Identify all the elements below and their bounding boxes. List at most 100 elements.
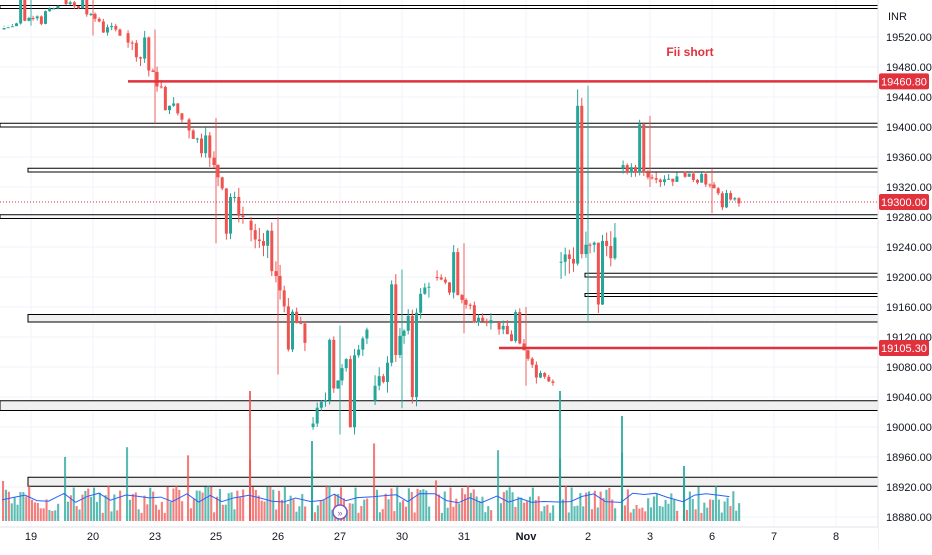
volume-bar — [230, 492, 233, 521]
candle-body — [27, 18, 31, 21]
volume-bar — [570, 487, 573, 521]
volume-bar — [134, 492, 137, 521]
volume-bar — [652, 496, 655, 521]
volume-bar — [313, 512, 316, 521]
volume-bar — [384, 493, 387, 521]
volume-bar — [331, 509, 334, 521]
candle-body — [596, 242, 600, 305]
volume-bar — [425, 490, 428, 521]
price-tag-label: 19105.30 — [881, 343, 927, 355]
candle-body — [386, 362, 389, 382]
candle-body — [155, 71, 159, 87]
candle-body — [373, 385, 377, 401]
candle-body — [286, 306, 290, 350]
volume-bar — [163, 512, 166, 521]
candle-body — [539, 373, 542, 378]
x-tick-label: 7 — [771, 531, 777, 543]
candle-body — [609, 246, 613, 259]
candle-body — [216, 164, 220, 178]
x-tick-label: 2 — [585, 531, 591, 543]
candle-body — [526, 350, 530, 359]
y-tick-label: 19280.00 — [886, 212, 932, 224]
volume-bar — [452, 506, 455, 521]
volume-bar — [272, 489, 275, 521]
volume-bar — [723, 501, 726, 521]
candle-body — [278, 276, 282, 291]
candle-body — [477, 317, 480, 323]
volume-bar — [16, 504, 19, 521]
volume-bar — [714, 485, 717, 521]
volume-bar — [166, 486, 169, 521]
x-tick-label: 8 — [833, 531, 839, 543]
support-resistance-zone — [584, 272, 879, 278]
volume-bar — [45, 499, 48, 521]
candle-body — [737, 198, 741, 204]
volume-bar — [137, 509, 140, 521]
candle-body — [200, 138, 203, 154]
candle-body — [303, 323, 307, 343]
candle-body — [601, 240, 604, 305]
volume-bar — [404, 506, 407, 521]
y-tick-label: 18920.00 — [886, 482, 932, 494]
candle-body — [456, 252, 460, 296]
volume-bar — [703, 502, 706, 521]
candle-body — [551, 381, 555, 383]
volume-bar — [266, 486, 269, 521]
candle-body — [274, 271, 278, 277]
volume-bar — [213, 512, 216, 521]
volume-bar — [128, 499, 131, 521]
volume-bar — [706, 507, 709, 521]
candle-body — [163, 86, 167, 111]
candle-body — [514, 312, 518, 341]
candle-body — [187, 119, 191, 131]
volume-bar — [611, 499, 614, 521]
volume-bar — [455, 498, 458, 521]
candle-body — [588, 244, 592, 246]
candle-body — [567, 254, 571, 259]
candle-body — [497, 322, 501, 330]
candle-body — [324, 400, 327, 402]
volume-bar — [407, 488, 410, 521]
candle-body — [563, 254, 567, 262]
volume-bar — [670, 493, 673, 521]
volume-bar — [605, 489, 608, 521]
candle-body — [52, 8, 56, 10]
volume-bar — [201, 492, 204, 521]
volume-bar — [499, 503, 502, 521]
candle-body — [415, 312, 418, 398]
volume-moving-average — [1, 492, 730, 504]
currency-label: INR — [888, 11, 907, 23]
label-layer: Fii short — [666, 45, 713, 59]
candle-body — [712, 184, 716, 189]
x-tick-label: 19 — [25, 531, 37, 543]
volume-bar — [263, 501, 266, 521]
candle-body — [208, 135, 212, 158]
volume-bar — [635, 505, 638, 521]
candle-body — [357, 349, 361, 356]
volume-bar — [647, 498, 650, 521]
volume-bar — [181, 501, 184, 521]
volume-bar — [143, 495, 146, 521]
candle-body — [266, 230, 270, 246]
candle-body — [229, 197, 232, 234]
volume-bar — [233, 509, 236, 521]
candle-body — [270, 230, 274, 272]
volume-bar — [90, 496, 93, 521]
candle-body — [410, 315, 414, 398]
price-tag — [879, 340, 929, 357]
volume-bar — [192, 498, 195, 521]
volume-bar — [311, 441, 313, 521]
volume-bar — [437, 494, 440, 521]
volume-bar — [81, 494, 84, 521]
volume-bar — [207, 485, 210, 521]
candle-body — [85, 0, 89, 15]
candle-body — [118, 29, 122, 36]
volume-bar — [540, 511, 543, 521]
volume-bar — [95, 501, 98, 521]
candle-body — [547, 376, 551, 382]
volume-bar — [110, 511, 113, 521]
volume-bar — [116, 510, 119, 521]
volume-bar — [210, 486, 213, 521]
